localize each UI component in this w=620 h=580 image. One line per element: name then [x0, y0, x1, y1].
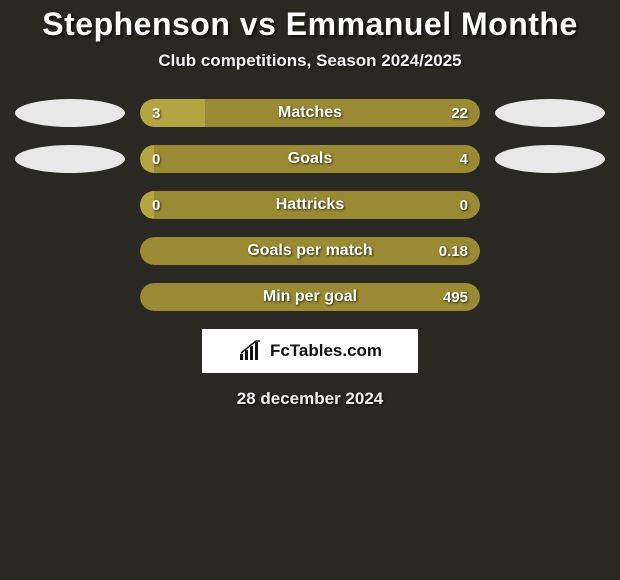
- metric-bar: 0.18Goals per match: [140, 237, 480, 265]
- metric-bar: 322Matches: [140, 99, 480, 127]
- date-line: 28 december 2024: [0, 389, 620, 409]
- page-subtitle: Club competitions, Season 2024/2025: [0, 51, 620, 71]
- comparison-container: Stephenson vs Emmanuel Monthe Club compe…: [0, 0, 620, 409]
- metric-label: Matches: [140, 99, 480, 127]
- metric-bar: 04Goals: [140, 145, 480, 173]
- metric-bar: 495Min per goal: [140, 283, 480, 311]
- player-right-ellipse: [495, 145, 605, 173]
- metric-label: Min per goal: [140, 283, 480, 311]
- page-title: Stephenson vs Emmanuel Monthe: [0, 6, 620, 43]
- player-left-ellipse: [15, 99, 125, 127]
- metric-row: 0.18Goals per match: [0, 237, 620, 265]
- chart-icon: [238, 340, 264, 362]
- metric-bar: 00Hattricks: [140, 191, 480, 219]
- attribution-text: FcTables.com: [270, 341, 382, 361]
- metric-row: 00Hattricks: [0, 191, 620, 219]
- metric-row: 04Goals: [0, 145, 620, 173]
- player-right-ellipse: [495, 99, 605, 127]
- attribution-badge: FcTables.com: [202, 329, 418, 373]
- metric-label: Hattricks: [140, 191, 480, 219]
- metric-label: Goals per match: [140, 237, 480, 265]
- metric-label: Goals: [140, 145, 480, 173]
- metric-row: 495Min per goal: [0, 283, 620, 311]
- metric-row: 322Matches: [0, 99, 620, 127]
- player-left-ellipse: [15, 145, 125, 173]
